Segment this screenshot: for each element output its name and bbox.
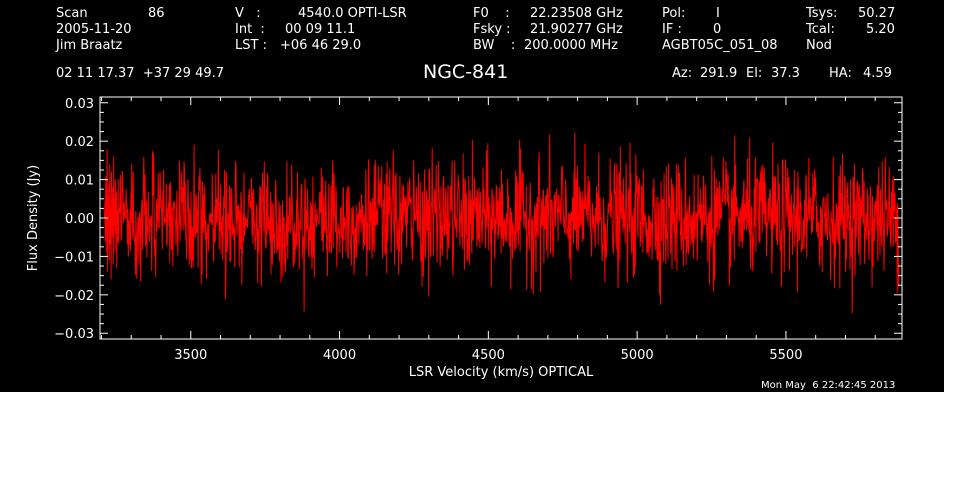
tsys-value: 50.27 bbox=[858, 6, 896, 21]
tcal-value: 5.20 bbox=[866, 22, 895, 37]
polarization-label: Pol: bbox=[662, 6, 686, 21]
project-id: AGBT05C_051_08 bbox=[662, 38, 778, 53]
lst-label: LST : bbox=[235, 38, 267, 53]
azimuth-label: Az: bbox=[672, 66, 693, 81]
y-tick-label: 0.01 bbox=[65, 174, 94, 189]
velocity-value: 4540.0 OPTI-LSR bbox=[298, 6, 407, 21]
observer-name: Jim Braatz bbox=[56, 38, 123, 53]
if-label: IF : bbox=[662, 22, 682, 37]
velocity-label: V : bbox=[235, 6, 261, 21]
source-name: NGC-841 bbox=[423, 61, 509, 83]
x-tick-label: 5500 bbox=[769, 348, 802, 363]
source-coordinates: 02 11 17.37 +37 29 49.7 bbox=[56, 66, 225, 81]
scan-number: 86 bbox=[148, 6, 165, 21]
y-tick-label: −0.01 bbox=[54, 250, 94, 265]
x-tick-label: 4500 bbox=[472, 348, 505, 363]
integration-label: Int : bbox=[235, 22, 265, 37]
switching-mode: Nod bbox=[806, 38, 832, 53]
rest-frequency-value: 22.23508 GHz bbox=[530, 6, 623, 21]
elevation-value: 37.3 bbox=[771, 66, 800, 81]
tsys-label: Tsys: bbox=[806, 6, 838, 21]
y-axis-title: Flux Density (Jy) bbox=[26, 165, 41, 271]
scan-label: Scan bbox=[56, 6, 88, 21]
lst-value: +06 46 29.0 bbox=[280, 38, 362, 53]
sky-frequency-label: Fsky : bbox=[473, 22, 511, 37]
y-tick-label: 0.03 bbox=[65, 97, 94, 112]
x-axis-title: LSR Velocity (km/s) OPTICAL bbox=[409, 365, 594, 380]
spectrum-chart: 3500 4000 4500 5000 5500 −0.03 −0.02 −0.01 0.00 0… bbox=[26, 96, 903, 380]
y-tick-label: −0.03 bbox=[54, 327, 94, 342]
spectrum-trace-group bbox=[104, 132, 900, 314]
polarization-value: I bbox=[716, 6, 720, 21]
sky-frequency-value: 21.90277 GHz bbox=[530, 22, 623, 37]
hour-angle-label: HA: bbox=[829, 66, 852, 81]
timestamp: Mon May 6 22:42:45 2013 bbox=[761, 380, 896, 391]
spectrum-trace bbox=[104, 132, 900, 314]
observation-date: 2005-11-20 bbox=[56, 22, 132, 37]
elevation-label: El: bbox=[746, 66, 763, 81]
y-tick-label: −0.02 bbox=[54, 289, 94, 304]
x-tick-label: 3500 bbox=[174, 348, 207, 363]
azimuth-value: 291.9 bbox=[700, 66, 738, 81]
bandwidth-value: 200.0000 MHz bbox=[524, 38, 618, 53]
y-tick-label: 0.00 bbox=[65, 212, 94, 227]
x-tick-label: 4000 bbox=[323, 348, 356, 363]
tcal-label: Tcal: bbox=[806, 22, 835, 37]
bandwidth-label: BW : bbox=[473, 38, 516, 53]
rest-frequency-label: F0 : bbox=[473, 6, 510, 21]
y-tick-label: 0.02 bbox=[65, 135, 94, 150]
if-value: 0 bbox=[713, 22, 722, 37]
axes-group: 3500 4000 4500 5000 5500 −0.03 −0.02 −0.01 0.00 0… bbox=[54, 97, 902, 363]
plot-window: Scan 86 2005-11-20 Jim Braatz V : 4540.0… bbox=[0, 0, 944, 392]
x-tick-label: 5000 bbox=[621, 348, 654, 363]
hour-angle-value: 4.59 bbox=[863, 66, 892, 81]
integration-value: 00 09 11.1 bbox=[285, 22, 356, 37]
